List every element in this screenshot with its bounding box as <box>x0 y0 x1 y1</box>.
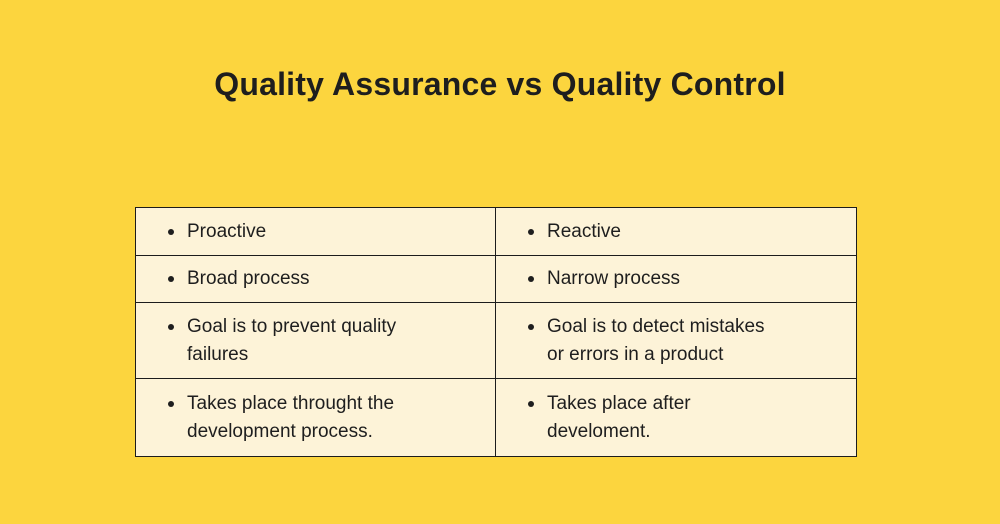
list-item: Broad process <box>168 265 310 293</box>
bullet-icon <box>168 276 174 282</box>
table-cell-qa-row2: Broad process <box>136 256 496 303</box>
list-item-label: Proactive <box>187 220 267 242</box>
bullet-icon <box>168 323 174 330</box>
bullet-icon <box>528 323 534 330</box>
table-cell-qc-row2: Narrow process <box>496 256 856 303</box>
table-cell-qc-row1: Reactive <box>496 208 856 256</box>
list-item-label: Reactive <box>547 220 621 242</box>
list-item-label: Broad process <box>187 268 310 289</box>
bullet-icon <box>528 228 534 235</box>
list-item-label: Goal is to detect mistakes or errors in … <box>547 315 765 365</box>
list-item: Reactive <box>528 218 621 246</box>
bullet-icon <box>168 400 174 407</box>
bullet-icon <box>528 276 534 282</box>
list-item: Goal is to prevent quality failures <box>168 313 396 369</box>
list-item: Takes place throught the development pro… <box>168 390 394 446</box>
list-item-label: Narrow process <box>547 268 681 289</box>
table-cell-qc-row3: Goal is to detect mistakes or errors in … <box>496 303 856 379</box>
list-item: Goal is to detect mistakes or errors in … <box>528 313 765 369</box>
list-item: Narrow process <box>528 265 680 293</box>
page-title: Quality Assurance vs Quality Control <box>214 66 786 102</box>
list-item: Proactive <box>168 218 266 246</box>
bullet-icon <box>168 228 174 235</box>
table-cell-qc-row4: Takes place after develoment. <box>496 379 856 456</box>
list-item-label: Takes place after develoment. <box>547 392 691 442</box>
list-item-label: Goal is to prevent quality failures <box>187 315 397 365</box>
qa-vs-qc-comparison-table: Proactive Reactive Broad process Narrow … <box>135 207 857 457</box>
list-item: Takes place after develoment. <box>528 390 691 446</box>
table-cell-qa-row1: Proactive <box>136 208 496 256</box>
table-cell-qa-row3: Goal is to prevent quality failures <box>136 303 496 379</box>
table-cell-qa-row4: Takes place throught the development pro… <box>136 379 496 456</box>
bullet-icon <box>528 400 534 407</box>
list-item-label: Takes place throught the development pro… <box>187 392 395 442</box>
